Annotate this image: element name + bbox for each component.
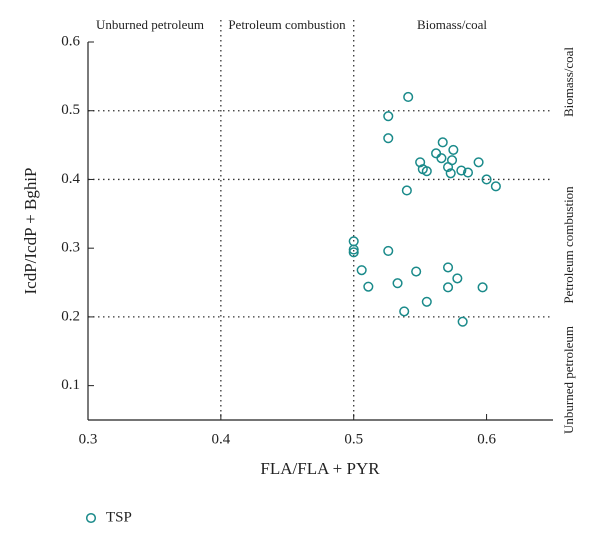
x-tick-label: 0.5 (344, 431, 363, 447)
point (477, 282, 488, 293)
point (403, 91, 414, 103)
point (445, 168, 456, 179)
legend-label: TSP (106, 509, 132, 525)
point (436, 153, 447, 164)
point (421, 166, 432, 177)
y-tick-label: 0.1 (61, 377, 80, 393)
y-axis-label: IcdP/IcdP + BghiP (21, 167, 40, 294)
point (442, 282, 454, 293)
point (415, 157, 426, 168)
point (348, 244, 359, 255)
point (448, 144, 459, 155)
x-tick-label: 0.4 (211, 431, 230, 447)
y-tick-label: 0.5 (61, 102, 80, 118)
y-tick-label: 0.2 (61, 308, 80, 324)
point (392, 278, 403, 289)
point (401, 185, 412, 196)
region-label: Petroleum combustion (228, 17, 346, 32)
x-tick-label: 0.3 (79, 431, 98, 447)
point (473, 157, 484, 168)
point (457, 316, 468, 327)
point (411, 266, 422, 277)
x-tick-label: 0.6 (477, 431, 496, 447)
point (363, 281, 374, 292)
point (431, 148, 442, 159)
point (383, 133, 394, 144)
point (462, 167, 474, 178)
point (356, 265, 367, 276)
point (399, 306, 410, 317)
y-tick-label: 0.4 (61, 171, 80, 187)
x-axis-label: FLA/FLA + PYR (260, 459, 380, 478)
y-tick-label: 0.3 (61, 240, 80, 256)
point (481, 174, 492, 185)
point (437, 137, 448, 148)
y-tick-label: 0.6 (61, 33, 80, 49)
region-label: Biomass/coal (561, 47, 576, 117)
point (490, 181, 501, 192)
point (442, 262, 454, 273)
region-label: Biomass/coal (417, 17, 487, 32)
point (383, 245, 394, 256)
point (442, 162, 454, 173)
legend-marker (85, 512, 97, 524)
point (421, 296, 432, 307)
region-label: Unburned petroleum (561, 326, 576, 434)
point (452, 273, 463, 284)
point (456, 165, 467, 176)
region-label: Petroleum combustion (561, 186, 576, 304)
region-label: Unburned petroleum (96, 17, 204, 32)
point (348, 247, 359, 258)
point (383, 111, 394, 122)
